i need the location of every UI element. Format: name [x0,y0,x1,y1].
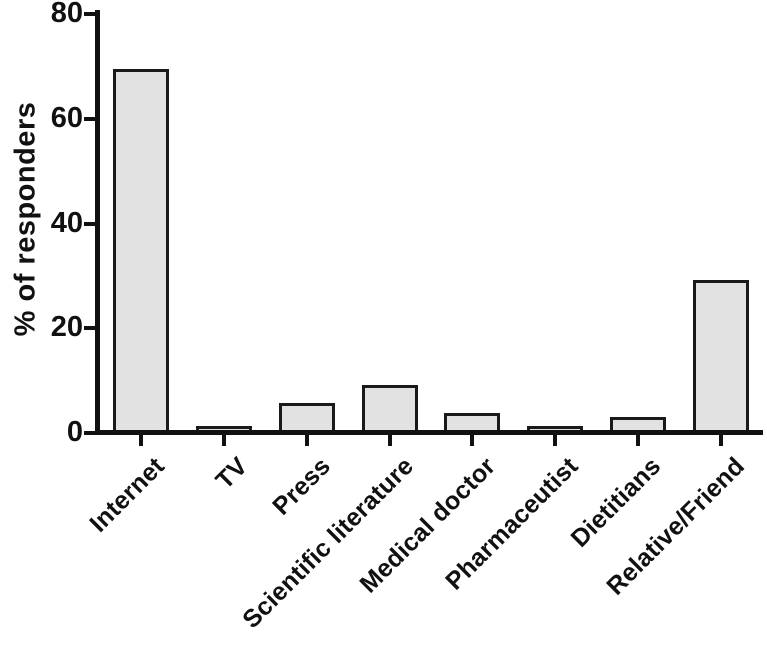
y-tick [84,326,97,330]
bar-press [279,403,335,433]
x-tick [553,435,557,446]
bar-internet [113,69,169,433]
x-tick-label: TV [210,452,253,495]
y-tick-label: 60 [50,101,83,134]
y-tick-label: 20 [50,310,83,343]
x-tick-label: Internet [84,452,170,538]
y-tick-label: 0 [66,415,83,448]
y-tick [84,431,97,435]
x-tick [222,435,226,446]
bar-scientific-literature [362,385,418,433]
y-axis-line [95,10,100,435]
x-tick [139,435,143,446]
x-tick [470,435,474,446]
y-tick-label: 80 [50,0,83,29]
x-axis-line [95,430,763,435]
y-tick [84,222,97,226]
y-tick [84,117,97,121]
x-tick [305,435,309,446]
y-tick-label: 40 [50,206,83,239]
bar-relative-friend [693,280,749,433]
x-tick [719,435,723,446]
x-tick-label: Press [267,452,336,521]
y-tick [84,12,97,16]
x-tick [636,435,640,446]
x-tick [388,435,392,446]
